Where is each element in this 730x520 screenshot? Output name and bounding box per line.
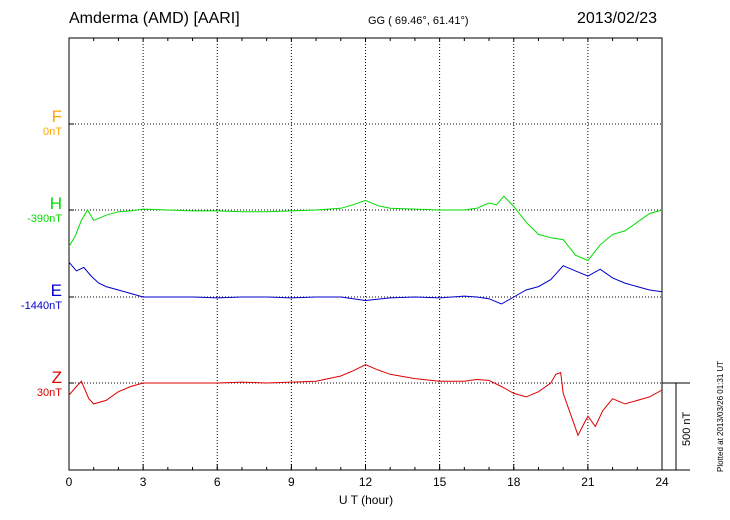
grid: [69, 38, 662, 470]
component-baseline: -1440nT: [21, 300, 62, 312]
plot-date: 2013/02/23: [577, 10, 658, 27]
component-letter: H: [49, 194, 62, 213]
x-tick-label: 0: [66, 475, 73, 489]
component-letter: E: [50, 281, 62, 300]
component-f-label: F 0nT: [43, 108, 62, 139]
component-baseline: -390nT: [27, 213, 62, 225]
x-tick-label: 24: [655, 475, 669, 489]
x-tick-label: 12: [359, 475, 373, 489]
x-tick-label: 15: [433, 475, 447, 489]
x-tick-label: 9: [288, 475, 295, 489]
x-tick-label: 6: [214, 475, 221, 489]
series-line-e: [68, 261, 663, 305]
component-e-label: E -1440nT: [21, 282, 62, 313]
component-h-label: H -390nT: [27, 195, 62, 226]
plotted-at-note: Plotted at 2013/03/26 01:31 UT: [716, 360, 725, 472]
series-line-h: [68, 195, 663, 262]
station-title: Amderma (AMD) [AARI]: [69, 10, 240, 27]
x-tick-label: 3: [140, 475, 147, 489]
series-group: [68, 195, 663, 437]
station-coordinates: GG ( 69.46°, 61.41°): [368, 15, 469, 27]
component-letter: Z: [51, 368, 62, 387]
component-baseline: 0nT: [43, 126, 62, 138]
component-z-label: Z 30nT: [37, 369, 62, 400]
component-letter: F: [51, 107, 62, 126]
x-axis-label: U T (hour): [339, 493, 393, 507]
series-line-z: [68, 364, 663, 437]
x-tick-label: 21: [581, 475, 595, 489]
x-tick-label: 18: [507, 475, 521, 489]
scale-bar-label: 500 nT: [681, 411, 693, 446]
component-baseline: 30nT: [36, 387, 62, 399]
scale-bar: [662, 382, 690, 471]
x-axis-ticks: 0 3 6 9 12 15 18 21 24: [66, 38, 669, 489]
